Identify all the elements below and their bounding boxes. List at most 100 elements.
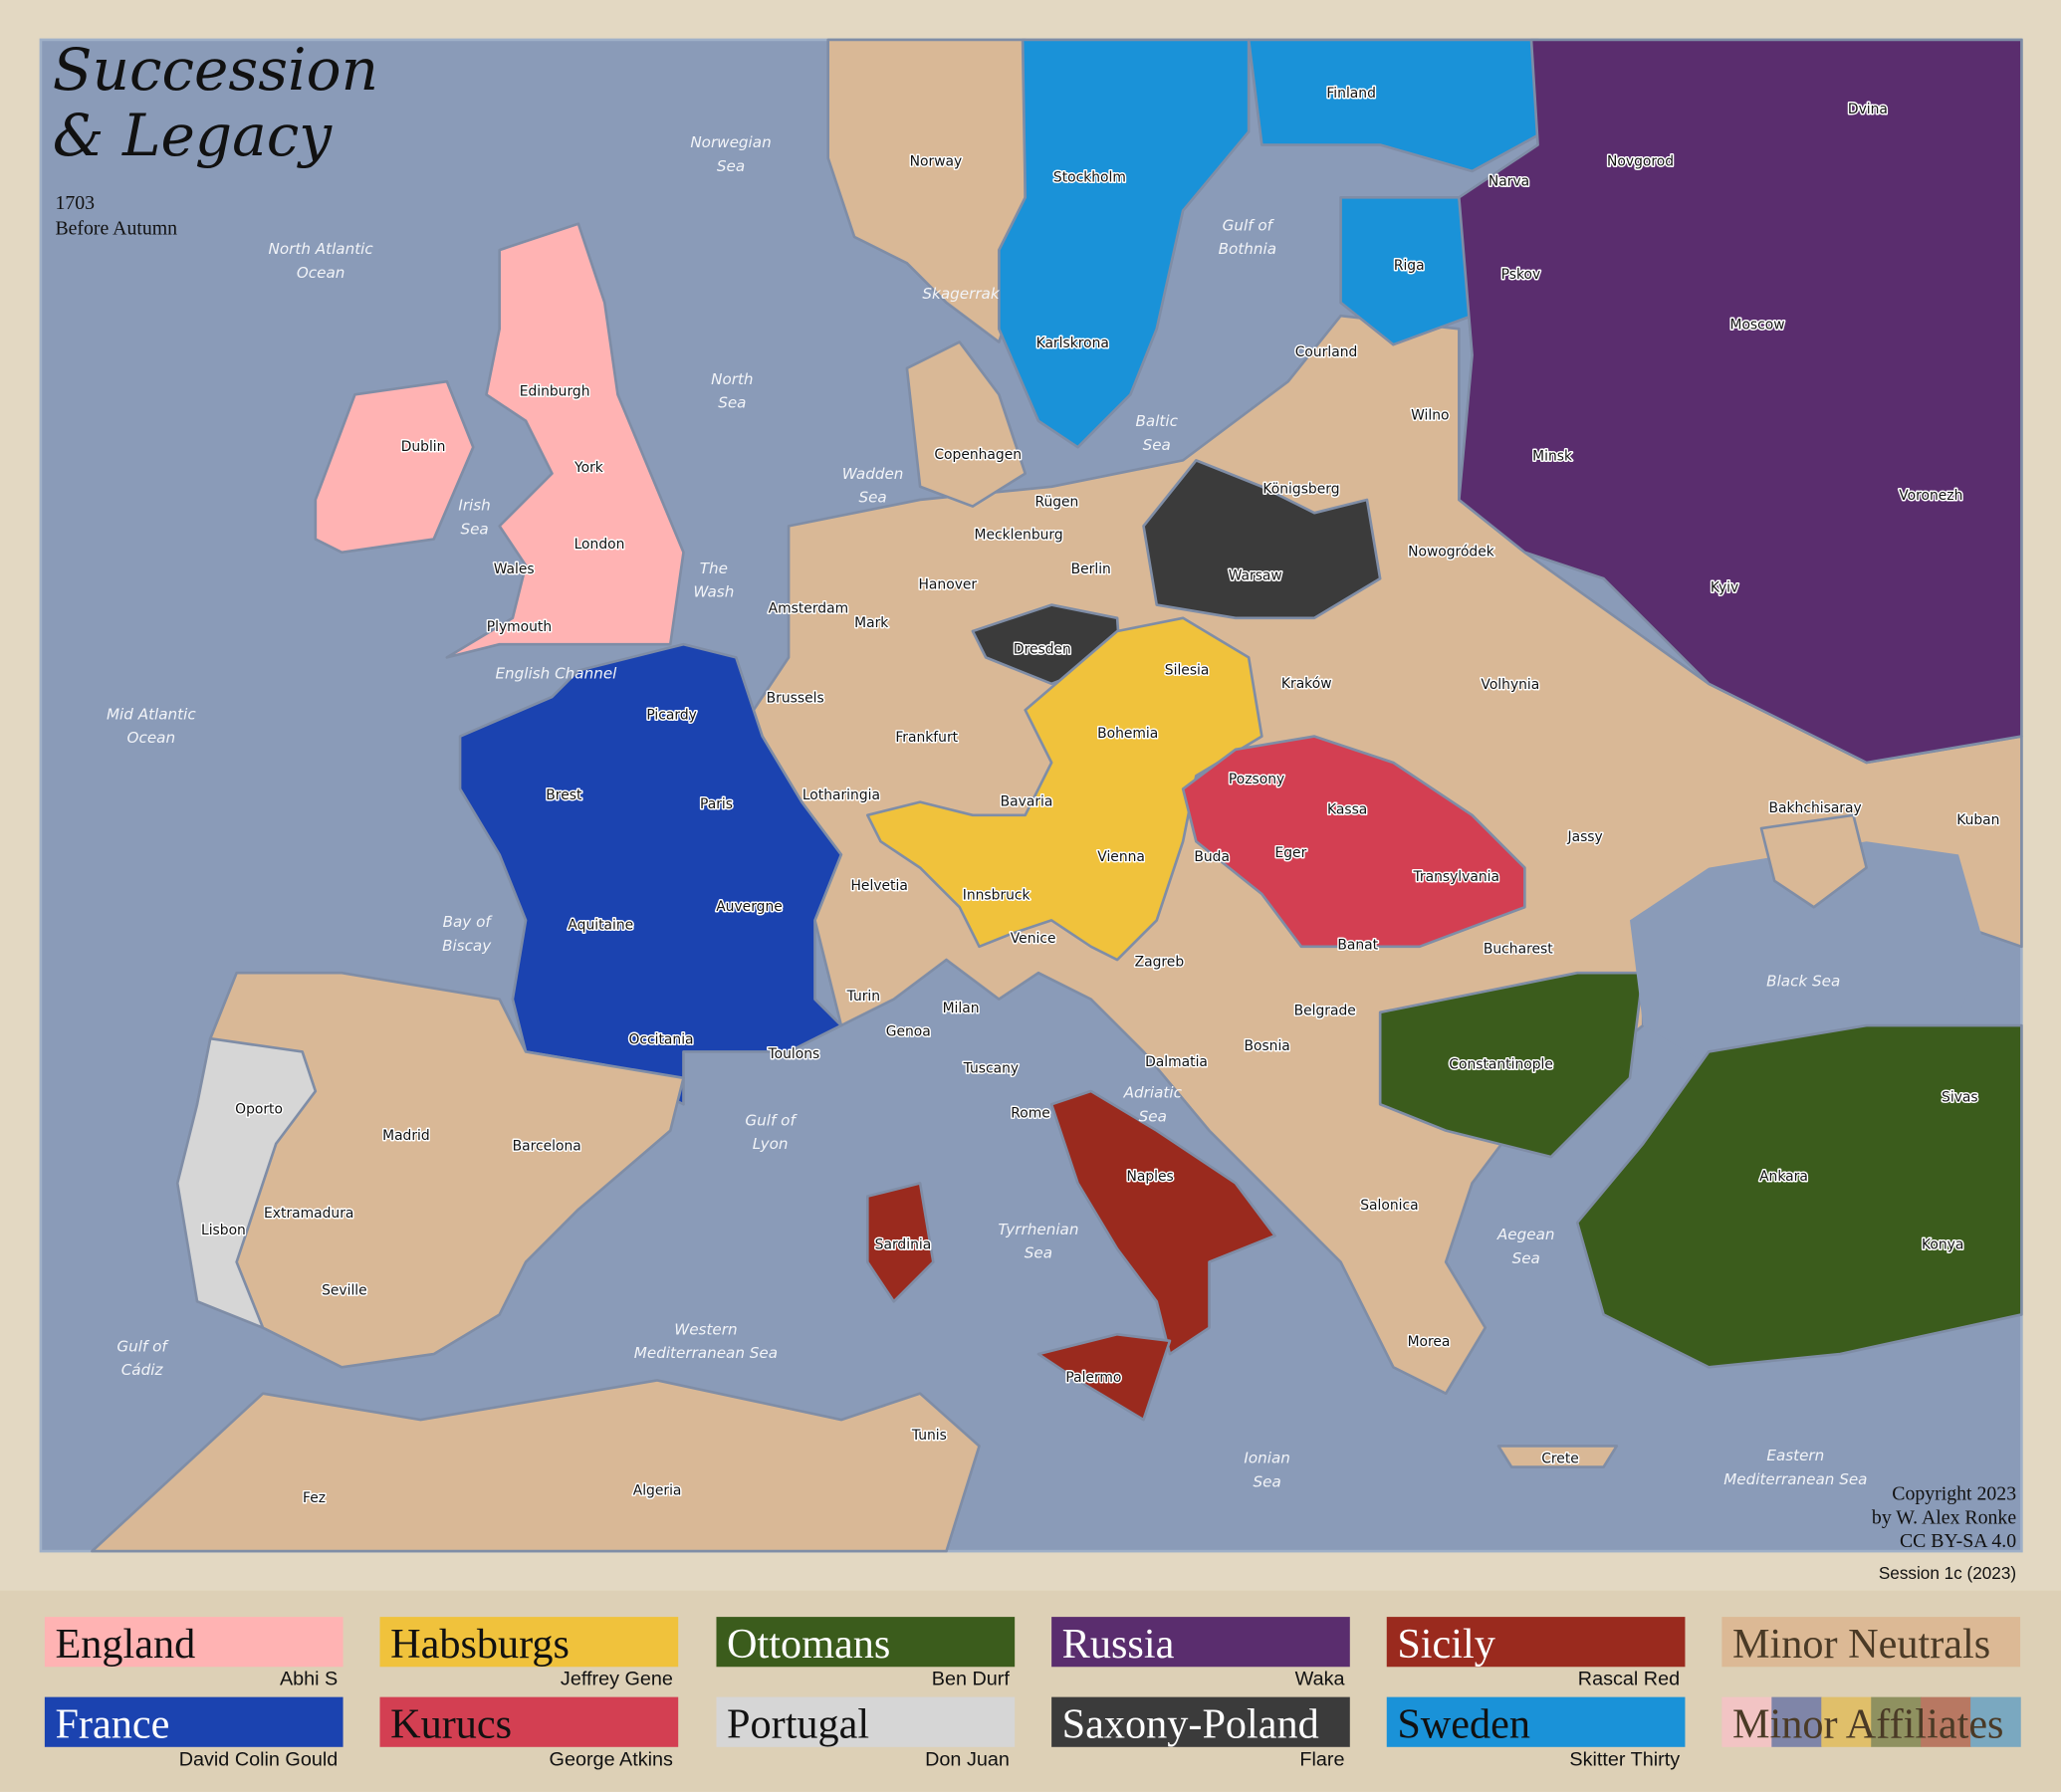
province-label[interactable]: Naples [1125,1167,1175,1186]
province-label[interactable]: Voronezh [1898,487,1964,506]
province-label[interactable]: Finland [1325,85,1377,104]
sea-label[interactable]: Mid Atlantic Ocean [107,705,196,747]
sea-label[interactable]: Wadden Sea [842,465,904,507]
province-label[interactable]: Crete [1540,1450,1580,1468]
sea-label[interactable]: Norwegian Sea [690,133,771,175]
province-label[interactable]: Milan [941,999,981,1017]
region-crete[interactable] [1496,1445,1619,1468]
province-label[interactable]: Warsaw [1227,566,1283,585]
province-label[interactable]: Kassa [1326,800,1369,819]
sea-label[interactable]: Adriatic Sea [1123,1084,1183,1126]
province-label[interactable]: Banat [1336,936,1380,955]
province-label[interactable]: Mecklenburg [973,526,1064,545]
province-label[interactable]: Paris [699,795,735,814]
province-label[interactable]: Toulons [766,1045,821,1064]
province-label[interactable]: Rome [1010,1104,1051,1123]
province-label[interactable]: Dalmatia [1144,1053,1210,1072]
province-label[interactable]: Extramadura [263,1204,355,1223]
province-label[interactable]: Salonica [1359,1196,1420,1215]
sea-label[interactable]: English Channel [495,665,617,683]
province-label[interactable]: Nowogródek [1407,543,1496,561]
sea-label[interactable]: North Atlantic Ocean [269,240,374,282]
province-label[interactable]: Seville [321,1281,369,1300]
region-sweden[interactable] [997,38,1251,449]
province-label[interactable]: Morea [1406,1333,1452,1352]
province-label[interactable]: Brest [545,786,584,805]
region-crimea[interactable] [1759,813,1868,909]
sea-label[interactable]: Skagerrak [922,285,1000,303]
province-label[interactable]: Eger [1273,844,1308,863]
province-label[interactable]: Wales [492,560,536,578]
province-label[interactable]: Venice [1009,929,1057,948]
province-label[interactable]: Dvina [1846,100,1889,118]
region-portugal[interactable] [175,1036,318,1329]
sea-label[interactable]: Irish Sea [458,497,490,539]
province-label[interactable]: Bakhchisaray [1767,799,1863,818]
region-denmark[interactable] [905,340,1028,508]
province-label[interactable]: Pskov [1499,266,1541,285]
sea-label[interactable]: Baltic Sea [1136,412,1179,454]
province-label[interactable]: Stockholm [1051,168,1127,187]
province-label[interactable]: Turin [844,988,881,1007]
province-label[interactable]: Mark [853,614,890,633]
province-label[interactable]: Bucharest [1482,940,1554,959]
province-label[interactable]: Fez [302,1489,328,1508]
sea-label[interactable]: Western Mediterranean Sea [634,1320,778,1362]
province-label[interactable]: Tunis [909,1426,948,1445]
province-label[interactable]: Oporto [234,1100,285,1119]
province-label[interactable]: Silesia [1163,661,1210,680]
province-label[interactable]: Palermo [1064,1368,1123,1387]
province-label[interactable]: Narva [1487,172,1530,191]
province-label[interactable]: Madrid [381,1126,432,1145]
sea-label[interactable]: Gulf of Cádiz [116,1337,169,1379]
province-label[interactable]: Algeria [631,1481,683,1500]
province-label[interactable]: Minsk [1531,447,1574,466]
region-anatolia[interactable] [1575,1023,2023,1369]
province-label[interactable]: Berlin [1069,560,1112,578]
province-label[interactable]: Hanover [917,575,979,594]
region-south-italy[interactable] [1049,1089,1276,1356]
province-label[interactable]: Picardy [645,706,698,725]
region-kurucs[interactable] [1181,735,1526,949]
province-label[interactable]: Auvergne [715,898,784,917]
province-label[interactable]: Sardinia [873,1235,932,1254]
province-label[interactable]: Bosnia [1243,1037,1291,1056]
province-label[interactable]: Kyiv [1709,578,1739,597]
sea-label[interactable]: Bay of Biscay [442,913,493,955]
province-label[interactable]: Königsberg [1261,480,1341,499]
province-label[interactable]: Riga [1392,256,1426,275]
sea-label[interactable]: Gulf of Lyon [745,1111,798,1153]
region-russia[interactable] [1458,38,2023,765]
province-label[interactable]: Kraków [1279,674,1333,693]
province-label[interactable]: Tuscany [961,1059,1020,1078]
province-label[interactable]: Plymouth [485,618,553,637]
sea-label[interactable]: Gulf of Bothnia [1219,216,1276,258]
province-label[interactable]: Buda [1193,848,1231,867]
province-label[interactable]: Transylvania [1411,867,1500,886]
province-label[interactable]: Bohemia [1096,724,1160,743]
province-label[interactable]: Lisbon [200,1221,248,1239]
province-label[interactable]: Novgorod [1606,152,1676,171]
province-label[interactable]: York [572,459,605,478]
province-label[interactable]: Jassy [1565,828,1604,847]
province-label[interactable]: Zagreb [1133,953,1186,972]
region-britain[interactable] [445,222,685,659]
region-habsburgs[interactable] [865,616,1263,962]
province-label[interactable]: Moscow [1728,316,1786,335]
sea-label[interactable]: The Wash [693,560,734,601]
province-label[interactable]: Constantinople [1448,1055,1555,1074]
province-label[interactable]: Pozsony [1227,771,1285,789]
region-ireland[interactable] [314,379,475,555]
province-label[interactable]: Sivas [1941,1088,1979,1107]
region-riga[interactable] [1339,196,1474,346]
sea-label[interactable]: Eastern Mediterranean Sea [1723,1447,1867,1488]
province-label[interactable]: Vienna [1096,848,1147,867]
province-label[interactable]: Belgrade [1292,1002,1357,1020]
sea-label[interactable]: Black Sea [1766,972,1840,990]
province-label[interactable]: Ankara [1758,1167,1810,1186]
province-label[interactable]: Genoa [884,1022,932,1041]
region-sicily[interactable] [1036,1332,1172,1422]
region-france[interactable] [458,642,843,1106]
sea-label[interactable]: Ionian Sea [1244,1450,1290,1491]
province-label[interactable]: Helvetia [849,877,909,896]
